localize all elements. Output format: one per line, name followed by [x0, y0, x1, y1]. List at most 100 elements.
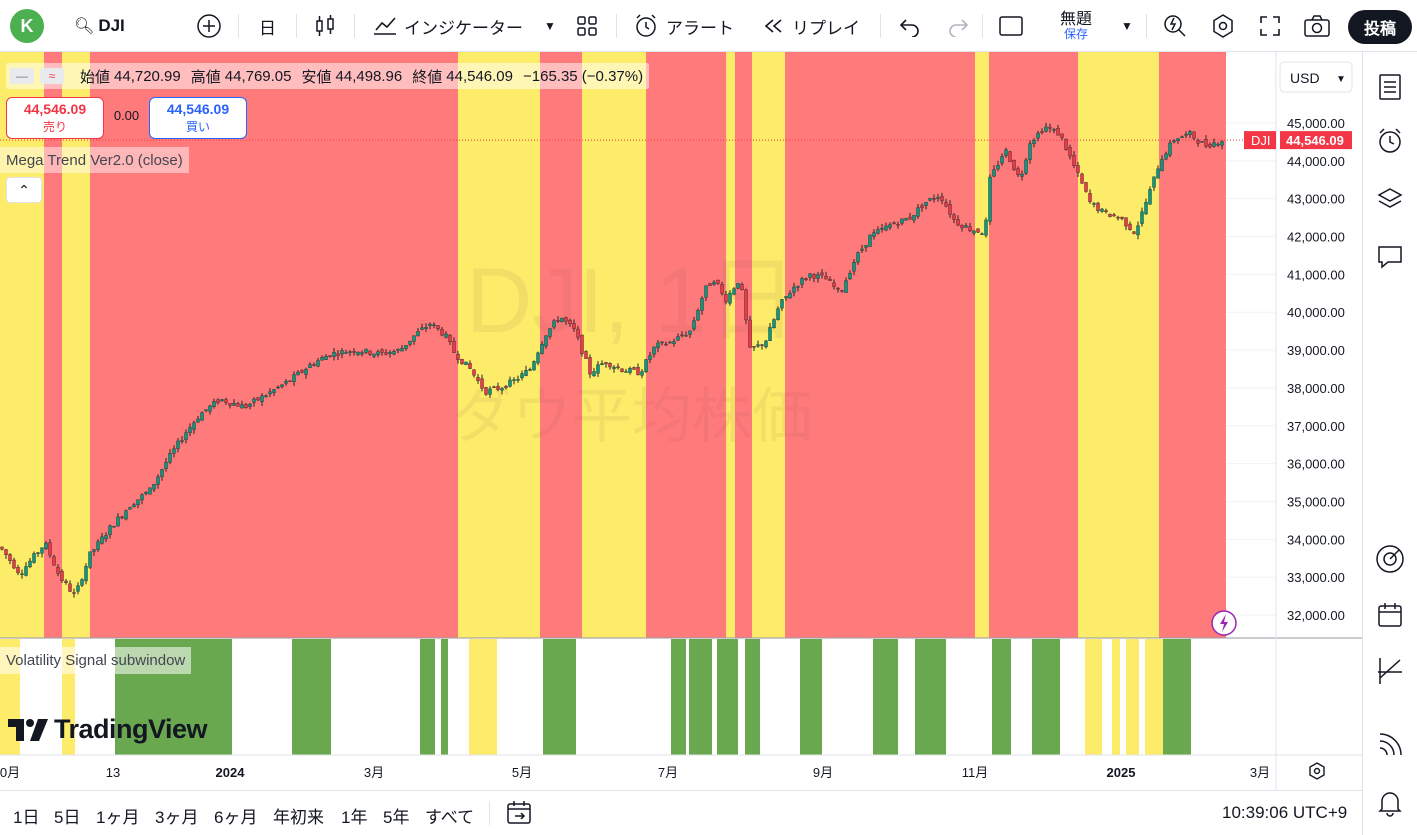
range-6m[interactable]: 6ヶ月 — [214, 808, 258, 827]
layout-dropdown-icon[interactable]: ▼ — [1121, 19, 1133, 33]
high-value: 44,769.05 — [224, 67, 292, 85]
square-icon — [999, 16, 1023, 36]
save-layout-button[interactable]: 無題 保存 — [1048, 0, 1104, 52]
candle-down — [336, 353, 340, 356]
time-tick-label: 13 — [106, 765, 120, 780]
range-ytd[interactable]: 年初来 — [273, 808, 324, 827]
range-5y[interactable]: 5年 — [383, 808, 410, 827]
alert-button[interactable]: アラート — [634, 0, 734, 52]
chart-svg[interactable]: DJI, 1日 ダウ平均株価 45,000.00 44,000.00 43,000.… — [0, 52, 1362, 790]
indicators-dropdown-icon[interactable]: ▼ — [544, 19, 556, 33]
undo-button[interactable] — [898, 0, 922, 52]
target-button[interactable] — [1373, 542, 1407, 576]
range-all[interactable]: すべて — [425, 808, 475, 827]
collapse-legend-button[interactable]: ⌃ — [6, 177, 42, 203]
user-avatar[interactable]: K — [10, 9, 44, 43]
add-symbol-button[interactable] — [196, 0, 222, 52]
candle-up — [412, 335, 416, 342]
range-1d[interactable]: 1日 — [13, 808, 40, 827]
candle-up — [904, 218, 908, 221]
snapshot-button[interactable] — [1303, 0, 1331, 52]
alerts-button[interactable] — [1373, 124, 1407, 158]
symbol-search-button[interactable]: 🔍︎ DJI — [74, 0, 125, 52]
candle-down — [1196, 140, 1200, 144]
chart-area[interactable]: DJI, 1日 ダウ平均株価 45,000.00 44,000.00 43,000.… — [0, 52, 1417, 790]
watchlist-button[interactable] — [1373, 70, 1407, 104]
candle-up — [428, 323, 432, 326]
candle-down — [380, 349, 384, 353]
stream-button[interactable] — [1373, 728, 1407, 762]
candle-up — [736, 283, 740, 289]
strategy-button[interactable] — [1373, 654, 1407, 688]
visibility-toggle-icon[interactable]: — — [10, 68, 34, 84]
volatility-bar-white — [712, 639, 717, 755]
trend-zone-yellow — [726, 52, 735, 638]
candle-down — [8, 554, 12, 561]
indicators-button[interactable]: インジケーター — [372, 0, 523, 52]
candle-down — [52, 556, 56, 566]
candle-down — [1076, 165, 1080, 173]
time-tick-label: 5月 — [512, 765, 532, 780]
buy-button[interactable]: 44,546.09 買い — [149, 97, 247, 139]
chat-button[interactable] — [1373, 240, 1407, 274]
indicator-legend[interactable]: Mega Trend Ver2.0 (close) — [0, 147, 189, 173]
lightning-icon — [1220, 614, 1228, 632]
candle-up — [184, 432, 188, 440]
post-button[interactable]: 投稿 — [1348, 10, 1412, 44]
close-value: 44,546.09 — [446, 67, 513, 85]
trend-zone-red — [44, 52, 62, 638]
time-axis-settings-button[interactable] — [1309, 762, 1325, 780]
candle-down — [1060, 133, 1064, 138]
candle-up — [984, 219, 988, 236]
range-5d[interactable]: 5日 — [54, 808, 81, 827]
candle-up — [1156, 168, 1160, 179]
tradingview-logo[interactable]: TradingView — [8, 714, 208, 745]
range-1y[interactable]: 1年 — [341, 808, 368, 827]
range-1m[interactable]: 1ヶ月 — [96, 808, 140, 827]
subwindow-legend[interactable]: Volatility Signal subwindow — [0, 647, 192, 674]
chart-type-button[interactable] — [314, 0, 336, 52]
candle-up — [108, 525, 112, 535]
candle-up — [140, 494, 144, 501]
candle-up — [544, 335, 548, 347]
candle-down — [60, 570, 64, 581]
candle-down — [608, 363, 612, 368]
range-3m[interactable]: 3ヶ月 — [155, 808, 199, 827]
alarm-clock-icon — [1379, 128, 1401, 153]
notifications-button[interactable] — [1373, 786, 1407, 820]
candle-up — [772, 319, 776, 329]
replay-button[interactable]: リプレイ — [762, 0, 860, 52]
candle-up — [600, 363, 604, 365]
candle-down — [480, 378, 484, 389]
calendar-button[interactable] — [1373, 598, 1407, 632]
object-tree-button[interactable] — [1373, 182, 1407, 216]
expand-icon — [1260, 16, 1280, 36]
quick-search-button[interactable] — [1162, 0, 1188, 52]
price-tick-label: 40,000.00 — [1287, 305, 1345, 320]
candle-up — [640, 371, 644, 376]
goto-date-button[interactable] — [506, 800, 532, 831]
clock[interactable]: 10:39:06 UTC+9 — [1222, 803, 1348, 822]
candle-up — [132, 504, 136, 508]
sell-button[interactable]: 44,546.09 売り — [6, 97, 104, 139]
series-style-icon[interactable]: ≈ — [40, 68, 64, 84]
low-label: 安値 — [301, 68, 332, 86]
settings-button[interactable] — [1210, 0, 1236, 52]
candle-up — [36, 552, 40, 554]
fullscreen-button[interactable] — [1258, 0, 1282, 52]
candle-down — [580, 334, 584, 354]
interval-button[interactable]: 日 — [259, 18, 276, 38]
candle-up — [880, 228, 884, 230]
candle-up — [220, 399, 224, 402]
candle-down — [456, 354, 460, 361]
trend-zone-red — [785, 52, 975, 638]
redo-button[interactable] — [946, 0, 970, 52]
fullscreen-layout-button[interactable] — [998, 0, 1024, 52]
layouts-button[interactable] — [576, 0, 598, 52]
candle-down — [576, 328, 580, 338]
currency-selector[interactable]: USD ▼ — [1279, 61, 1353, 93]
candle-up — [524, 370, 528, 376]
price-tick-label: 36,000.00 — [1287, 457, 1345, 472]
lightning-button[interactable] — [1211, 610, 1237, 636]
candle-up — [520, 373, 524, 379]
